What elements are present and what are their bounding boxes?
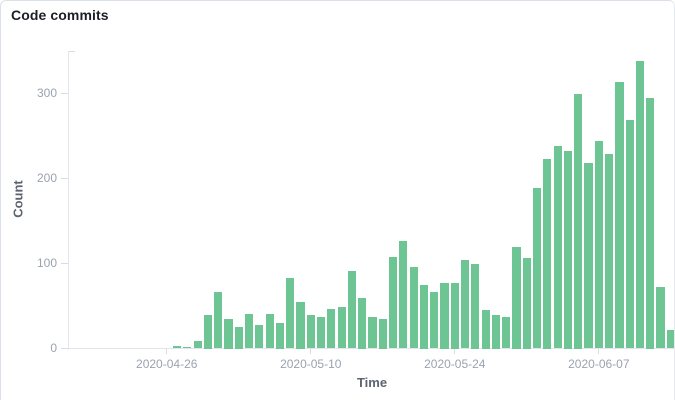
bar[interactable]	[306, 315, 315, 349]
panel-title: Code commits	[11, 7, 109, 23]
y-tick-label: 0	[50, 341, 57, 355]
bar[interactable]	[316, 317, 326, 349]
bar[interactable]	[183, 346, 192, 349]
x-tick-mark	[454, 349, 456, 354]
x-tick-mark	[310, 349, 312, 354]
bar[interactable]	[296, 301, 305, 349]
bar[interactable]	[347, 271, 357, 349]
bar[interactable]	[543, 159, 552, 349]
bar[interactable]	[224, 318, 233, 349]
bar[interactable]	[666, 329, 674, 349]
bar[interactable]	[605, 153, 614, 349]
bar[interactable]	[625, 119, 634, 349]
bar[interactable]	[244, 313, 254, 349]
x-tick-label: 2020-05-24	[424, 357, 486, 371]
x-tick-mark	[166, 349, 168, 354]
x-axis-label: Time	[356, 375, 388, 390]
bar[interactable]	[286, 277, 295, 349]
bar[interactable]	[656, 287, 665, 349]
y-axis-top-tick	[69, 51, 75, 52]
bar[interactable]	[502, 317, 511, 349]
y-axis-line	[68, 51, 69, 350]
bar[interactable]	[419, 284, 429, 349]
bar[interactable]	[234, 327, 243, 349]
bar[interactable]	[275, 323, 285, 349]
bar[interactable]	[409, 266, 418, 349]
bar[interactable]	[512, 246, 521, 349]
bar[interactable]	[337, 306, 346, 349]
bar[interactable]	[378, 318, 387, 349]
bar[interactable]	[193, 340, 202, 349]
bar[interactable]	[450, 283, 459, 349]
y-tick-mark	[61, 348, 68, 349]
x-tick-mark	[598, 349, 600, 354]
bar[interactable]	[574, 93, 583, 349]
x-tick-label: 2020-04-26	[136, 357, 198, 371]
y-axis-label: Count	[10, 180, 26, 218]
bar[interactable]	[203, 314, 212, 349]
bar[interactable]	[430, 292, 439, 349]
bar[interactable]	[460, 260, 470, 349]
y-tick-mark	[61, 263, 68, 264]
bar[interactable]	[522, 257, 531, 349]
bar[interactable]	[553, 146, 562, 349]
bar[interactable]	[327, 308, 336, 349]
bar[interactable]	[615, 81, 624, 349]
bar[interactable]	[646, 97, 655, 349]
y-tick-mark	[61, 93, 68, 94]
bar[interactable]	[481, 310, 490, 349]
bar[interactable]	[594, 141, 603, 349]
bar[interactable]	[471, 263, 480, 349]
bar[interactable]	[491, 314, 501, 349]
bar[interactable]	[584, 163, 593, 349]
bar[interactable]	[533, 187, 542, 349]
x-axis-line	[68, 348, 674, 349]
y-tick-mark	[61, 178, 68, 179]
bar[interactable]	[255, 324, 264, 349]
bar[interactable]	[358, 297, 367, 349]
y-tick-label: 200	[36, 171, 57, 185]
y-tick-label: 300	[36, 86, 57, 100]
bar[interactable]	[265, 313, 274, 349]
bar[interactable]	[388, 256, 398, 349]
bar[interactable]	[214, 292, 223, 349]
y-tick-label: 100	[36, 256, 57, 270]
bar[interactable]	[368, 317, 377, 349]
bar[interactable]	[635, 61, 645, 349]
bar[interactable]	[440, 283, 449, 349]
x-tick-label: 2020-05-10	[280, 357, 342, 371]
bar[interactable]	[172, 345, 182, 349]
bar[interactable]	[399, 241, 408, 349]
x-tick-label: 2020-06-07	[568, 357, 630, 371]
bar[interactable]	[563, 150, 573, 349]
